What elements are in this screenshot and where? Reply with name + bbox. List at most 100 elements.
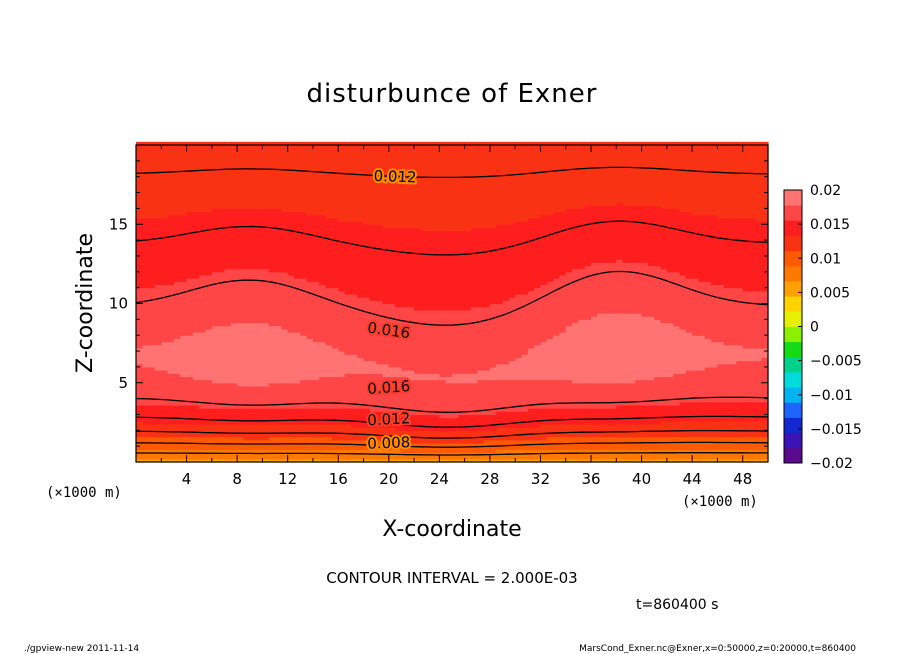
field-cell	[173, 423, 181, 428]
field-cell	[312, 271, 320, 276]
field-cell	[338, 338, 346, 343]
field-cell	[338, 167, 346, 171]
field-cell	[312, 332, 320, 336]
field-cell	[136, 306, 143, 311]
field-cell	[224, 325, 232, 330]
field-cell	[325, 382, 333, 387]
field-cell	[281, 246, 289, 251]
field-cell	[167, 176, 175, 181]
field-cell	[294, 151, 301, 156]
field-cell	[268, 211, 276, 216]
field-cell	[211, 297, 219, 301]
field-cell	[136, 189, 143, 194]
field-cell	[306, 351, 314, 355]
field-cell	[306, 274, 314, 279]
field-cell	[262, 357, 270, 362]
field-cell	[237, 145, 245, 149]
field-cell	[199, 252, 207, 257]
field-cell	[319, 357, 327, 362]
field-cell	[331, 195, 339, 200]
field-cell	[306, 366, 314, 371]
field-cell	[136, 385, 143, 390]
field-cell	[167, 357, 175, 362]
field-cell	[287, 344, 295, 349]
field-cell	[243, 217, 251, 222]
field-cell	[344, 423, 352, 428]
field-cell	[350, 436, 358, 441]
field-cell	[237, 376, 245, 381]
field-cell	[199, 341, 207, 346]
field-cell	[306, 221, 314, 225]
field-cell	[180, 208, 188, 213]
field-cell	[262, 236, 270, 241]
field-cell	[142, 357, 150, 362]
field-cell	[180, 183, 188, 187]
field-cell	[256, 176, 263, 181]
field-cell	[287, 271, 295, 276]
field-cell	[325, 408, 333, 412]
field-cell	[243, 385, 251, 390]
field-cell	[300, 430, 308, 435]
field-cell	[256, 344, 263, 349]
field-cell	[249, 316, 257, 320]
field-cell	[281, 351, 289, 355]
field-cell	[331, 328, 339, 333]
field-cell	[338, 157, 346, 162]
field-cell	[243, 198, 251, 203]
field-cell	[287, 417, 295, 422]
field-cell	[312, 217, 320, 222]
field-cell	[148, 145, 156, 149]
field-cell	[142, 148, 150, 152]
field-cell	[161, 287, 169, 292]
field-cell	[281, 148, 289, 152]
field-cell	[243, 293, 251, 298]
field-cell	[319, 335, 327, 339]
field-cell	[306, 167, 314, 171]
field-cell	[205, 141, 213, 146]
field-cell	[230, 230, 238, 235]
field-cell	[262, 224, 270, 229]
field-cell	[224, 376, 232, 381]
field-cell	[180, 224, 188, 229]
field-cell	[167, 281, 175, 286]
field-cell	[300, 249, 308, 254]
field-cell	[325, 452, 333, 457]
field-cell	[281, 313, 289, 317]
field-cell	[237, 293, 245, 298]
field-cell	[243, 373, 251, 378]
field-cell	[224, 151, 232, 156]
field-cell	[218, 354, 226, 358]
field-cell	[154, 186, 162, 190]
field-cell	[154, 271, 162, 276]
field-cell	[344, 236, 352, 241]
field-cell	[224, 252, 232, 257]
field-cell	[243, 271, 251, 276]
field-cell	[249, 221, 257, 225]
field-cell	[243, 442, 251, 447]
field-cell	[230, 211, 238, 216]
field-cell	[312, 151, 320, 156]
field-cell	[180, 322, 188, 327]
field-cell	[192, 332, 200, 336]
field-cell	[154, 198, 162, 203]
field-cell	[230, 360, 238, 365]
field-cell	[249, 183, 257, 187]
field-cell	[205, 164, 213, 168]
field-cell	[205, 211, 213, 216]
field-cell	[205, 255, 213, 260]
field-cell	[325, 433, 333, 438]
field-cell	[142, 227, 150, 232]
field-cell	[136, 436, 143, 441]
field-cell	[281, 154, 289, 159]
field-cell	[237, 408, 245, 412]
field-cell	[275, 347, 282, 352]
field-cell	[344, 221, 352, 225]
field-cell	[218, 366, 226, 371]
field-cell	[173, 300, 181, 305]
field-cell	[281, 430, 289, 435]
field-cell	[287, 148, 295, 152]
field-cell	[237, 455, 245, 460]
field-cell	[306, 357, 314, 362]
field-cell	[306, 262, 314, 267]
field-cell	[275, 255, 282, 260]
